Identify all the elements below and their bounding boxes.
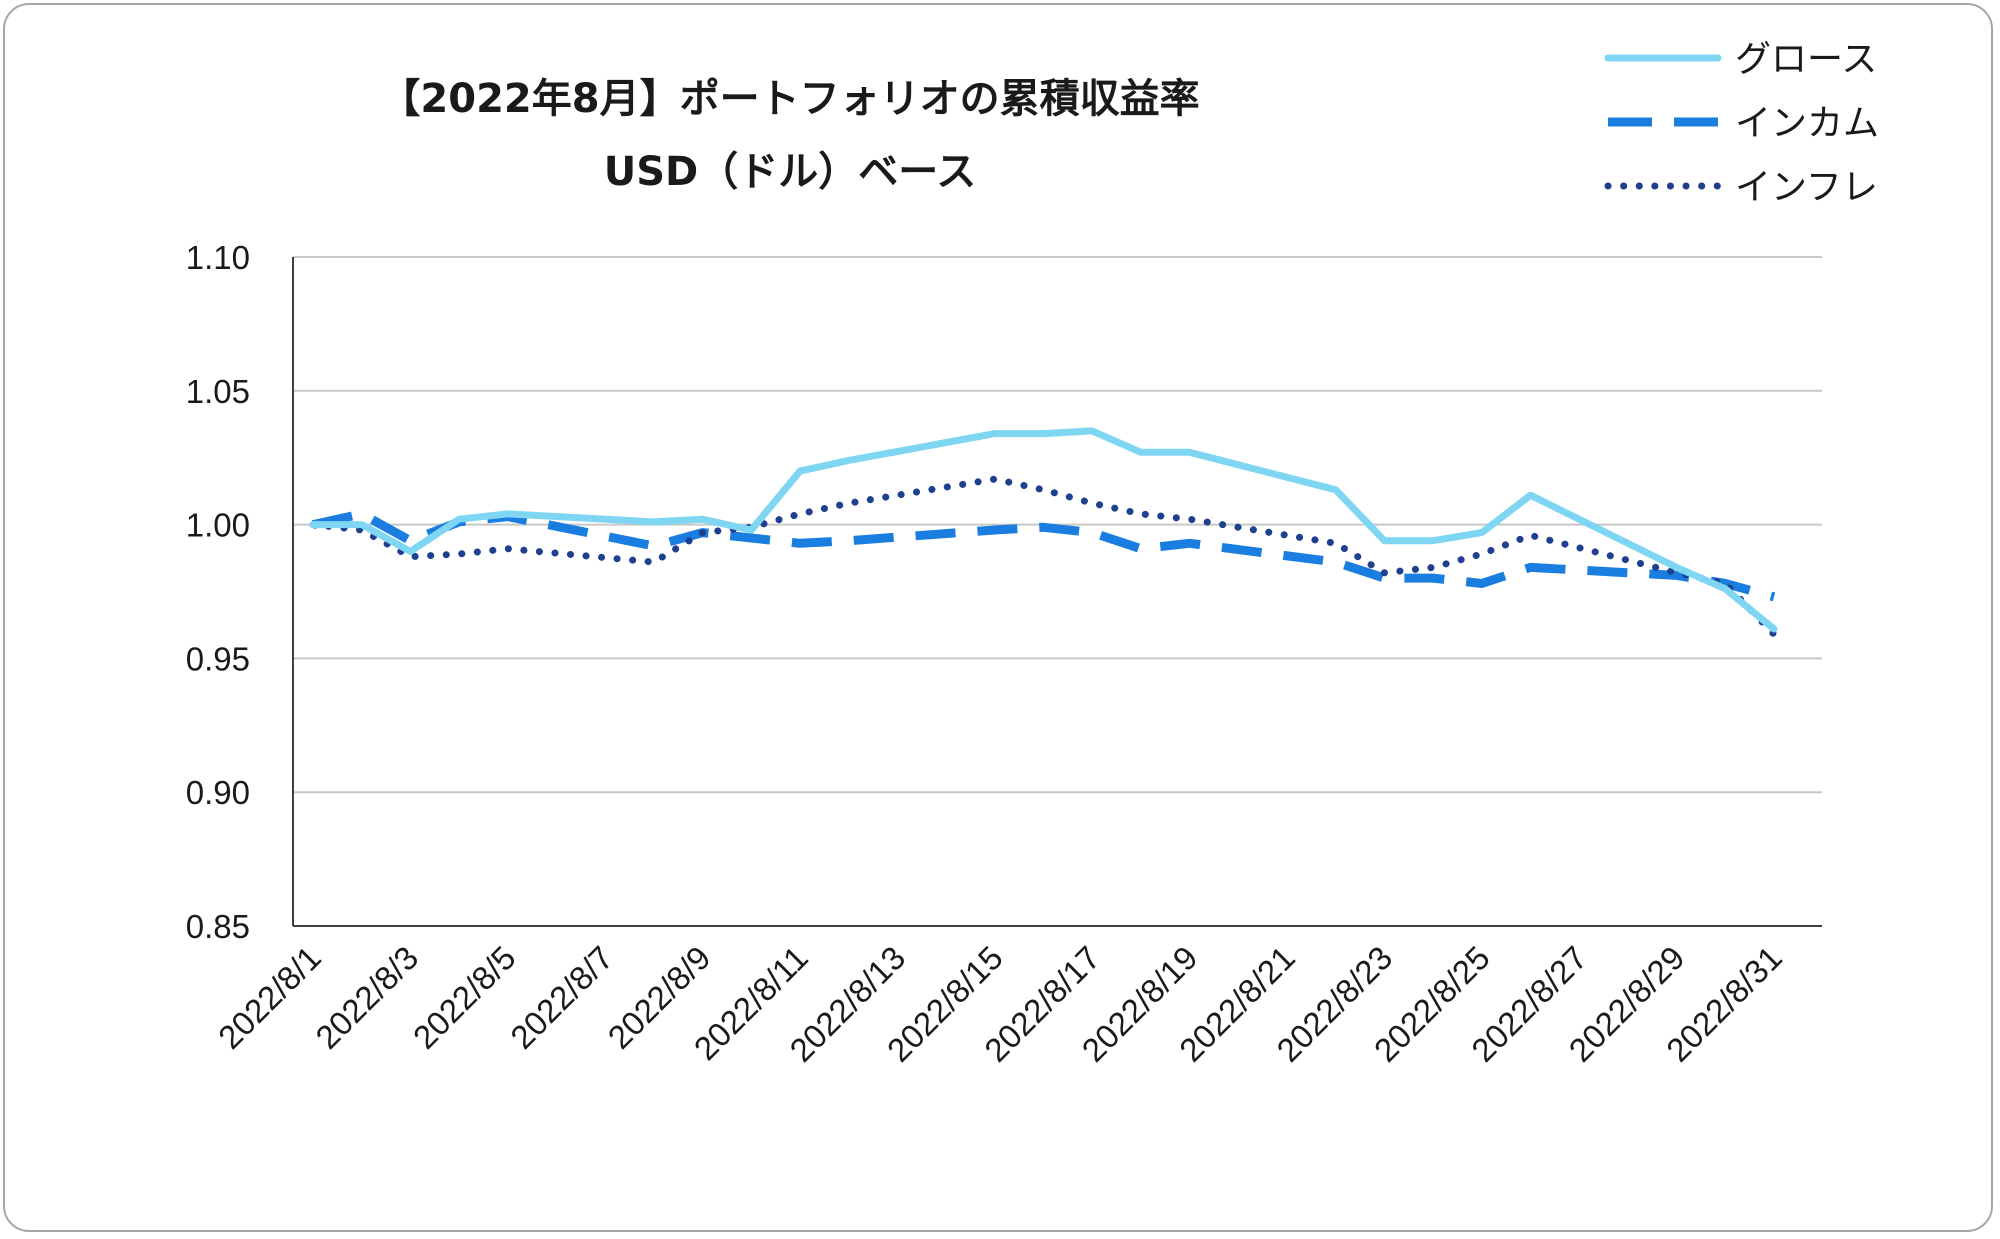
series-line-solid: [309, 427, 1778, 633]
chart-frame: [3, 3, 1993, 1232]
x-tick-label: 2022/8/1: [211, 939, 328, 1056]
x-axis-tick-labels: 2022/8/12022/8/32022/8/52022/8/72022/8/9…: [211, 939, 1789, 1069]
axes: [292, 257, 1822, 927]
series-lines: [309, 427, 1778, 638]
y-tick-label: 0.85: [186, 908, 250, 945]
y-tick-label: 1.05: [186, 373, 250, 410]
y-tick-label: 1.10: [186, 239, 250, 276]
y-tick-label: 1.00: [186, 507, 250, 544]
series-line-dashed: [312, 509, 1776, 602]
chart-subtitle: USD（ドル）ベース: [604, 149, 977, 195]
y-tick-label: 0.95: [186, 640, 250, 677]
y-axis-tick-labels: 1.10 1.05 1.00 0.95 0.90 0.85: [186, 239, 250, 945]
x-tick-label: 2022/8/5: [406, 939, 523, 1056]
x-tick-label: 2022/8/3: [308, 939, 425, 1056]
legend-label: インフレ: [1735, 167, 1878, 208]
legend-label: インカム: [1735, 103, 1879, 144]
chart-title: 【2022年8月】ポートフォリオの累積収益率: [380, 76, 1199, 122]
legend-label: グロース: [1735, 39, 1877, 80]
y-tick-label: 0.90: [186, 774, 250, 811]
x-tick-label: 2022/8/7: [503, 939, 620, 1056]
series-line-dotted: [309, 475, 1778, 638]
gridlines: [293, 256, 1822, 794]
